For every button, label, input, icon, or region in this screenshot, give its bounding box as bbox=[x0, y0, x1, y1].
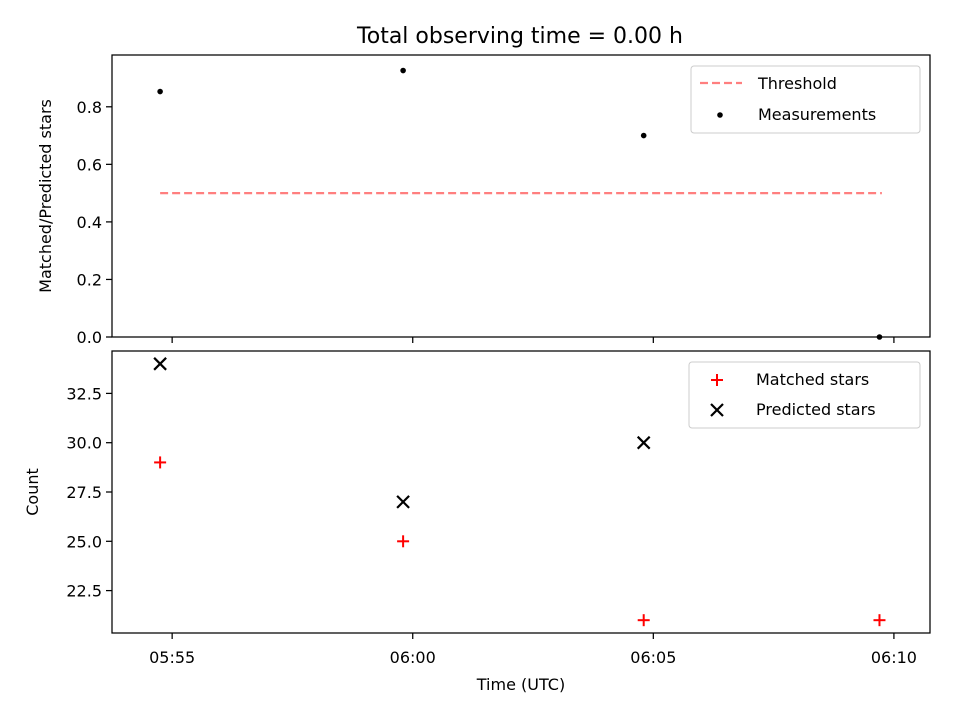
legend-matched-label: Matched stars bbox=[756, 370, 869, 389]
measurement-point bbox=[400, 67, 406, 74]
top-y-tick-label: 0.4 bbox=[77, 213, 102, 232]
top-y-axis-label: Matched/Predicted stars bbox=[36, 99, 55, 293]
bottom-y-tick-label: 27.5 bbox=[66, 483, 102, 502]
measurement-point bbox=[640, 132, 647, 139]
bottom-y-axis-label: Count bbox=[23, 468, 42, 516]
chart-title: Total observing time = 0.00 h bbox=[356, 24, 683, 49]
predicted-star-point bbox=[636, 435, 651, 450]
legend-measurements-swatch bbox=[717, 112, 723, 118]
bottom-legend: Matched stars Predicted stars bbox=[688, 361, 921, 429]
legend-threshold-label: Threshold bbox=[757, 74, 837, 93]
top-panel: 0.00.20.40.60.8 Matched/Predicted stars … bbox=[36, 54, 931, 347]
x-axis-label: Time (UTC) bbox=[476, 675, 565, 694]
top-plot-area bbox=[157, 67, 883, 340]
x-tick-label: 06:05 bbox=[630, 648, 676, 667]
top-legend-box bbox=[690, 65, 921, 134]
legend-measurements-label: Measurements bbox=[758, 105, 876, 124]
bottom-plot-area bbox=[153, 357, 886, 627]
bottom-legend-box bbox=[688, 361, 921, 429]
bottom-panel: 22.5 25.0 27.5 30.0 32.5 05:55 06:00 06:05 06:1… bbox=[23, 350, 931, 694]
matched-star-point bbox=[154, 456, 167, 469]
predicted-star-point bbox=[153, 357, 167, 371]
bottom-y-tick-label: 32.5 bbox=[66, 384, 102, 403]
bottom-y-tick-label: 22.5 bbox=[66, 582, 102, 601]
top-y-tick-label: 0.0 bbox=[77, 328, 102, 347]
bottom-y-tick-label: 25.0 bbox=[66, 532, 102, 551]
matched-star-point bbox=[873, 614, 886, 627]
bottom-y-tick-label: 30.0 bbox=[66, 434, 102, 453]
top-y-tick-label: 0.6 bbox=[77, 155, 102, 174]
legend-predicted-marker bbox=[710, 403, 724, 417]
x-tick-label: 06:00 bbox=[390, 648, 436, 667]
x-tick-label: 05:55 bbox=[149, 648, 195, 667]
bottom-x-axis: 05:55 06:00 06:05 06:10 bbox=[149, 633, 917, 667]
top-axes-frame bbox=[111, 54, 931, 338]
matched-star-point bbox=[397, 535, 410, 548]
legend-matched-swatch bbox=[711, 374, 723, 386]
bottom-y-axis: 22.5 25.0 27.5 30.0 32.5 bbox=[66, 384, 112, 601]
x-tick-label: 06:10 bbox=[871, 648, 917, 667]
predicted-star-point bbox=[396, 495, 410, 509]
top-y-tick-label: 0.8 bbox=[77, 98, 102, 117]
legend-predicted-swatch bbox=[710, 403, 724, 417]
legend-predicted-label: Predicted stars bbox=[756, 400, 876, 419]
top-y-axis: 0.0 0.2 0.4 0.6 0.8 bbox=[77, 98, 112, 347]
top-legend: Threshold Measurements bbox=[690, 65, 921, 134]
legend-matched-marker bbox=[711, 374, 723, 386]
measurement-point bbox=[157, 88, 163, 95]
top-y-tick-label: 0.2 bbox=[77, 270, 102, 289]
top-x-axis bbox=[171, 337, 895, 343]
matched-star-point bbox=[637, 614, 650, 627]
